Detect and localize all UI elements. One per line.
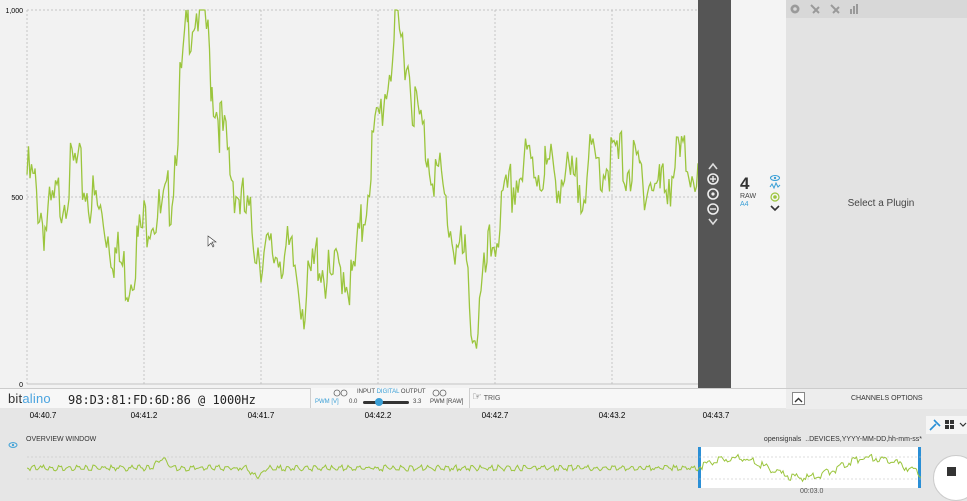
channel-panel: 4 RAW A4 — [731, 0, 786, 388]
signal-series-line — [26, 9, 699, 349]
chevron-down-icon[interactable] — [708, 218, 718, 226]
collapse-up-icon[interactable] — [792, 392, 805, 405]
plugin-toolbar — [786, 0, 967, 18]
trigger-button[interactable]: ☞ TRIG — [472, 390, 500, 403]
grid-icon[interactable] — [945, 420, 954, 429]
select-plugin-placeholder: Select a Plugin — [847, 198, 915, 209]
y-tick-labels: 1,000 500 0 — [5, 8, 23, 389]
overview-signal-chart[interactable] — [27, 446, 922, 490]
stop-button[interactable] — [933, 455, 967, 501]
gear-icon[interactable] — [790, 4, 800, 14]
overview-series-line — [27, 453, 922, 483]
x-tick-label: 04:42.7 — [482, 411, 509, 420]
chart-grid — [26, 9, 698, 385]
plugin-panel: Select a Plugin — [786, 0, 967, 388]
mouse-cursor-icon — [207, 235, 217, 248]
channels-options-bar: CHANNELS OPTIONS — [786, 388, 967, 409]
pwm-raw-label: PWM [RAW] — [430, 399, 464, 405]
x-tick-label: 04:40.7 — [30, 411, 57, 420]
chevron-up-icon[interactable] — [708, 162, 718, 170]
main-plot[interactable]: 1,000 500 0 — [0, 0, 699, 390]
slider-min-label: 0.0 — [349, 399, 358, 405]
target-icon[interactable] — [770, 192, 780, 202]
plugin-icon[interactable] — [810, 4, 820, 14]
trigger-label: TRIG — [483, 395, 501, 402]
eye-icon[interactable] — [769, 174, 781, 182]
x-tick-label: 04:43.7 — [703, 411, 730, 420]
channel-number: 4 — [740, 174, 750, 193]
overview-source: opensignals ..DEVICES,YYYY-MM-DD,hh-mm-s… — [763, 436, 922, 443]
chevron-down-icon[interactable] — [770, 205, 780, 212]
waveform-icon[interactable] — [769, 181, 781, 190]
y-tick-label: 1,000 — [5, 8, 23, 15]
pwm-slider-knob[interactable] — [375, 398, 384, 406]
plugin-off-icon[interactable] — [830, 4, 840, 14]
output-toggle-icon[interactable] — [432, 389, 447, 397]
y-tick-label: 500 — [11, 195, 23, 202]
overview-title: OVERVIEW WINDOW — [26, 436, 97, 443]
x-tick-label: 04:42.2 — [365, 411, 392, 420]
channels-options-label[interactable]: CHANNELS OPTIONS — [851, 395, 923, 402]
hand-pointer-icon: ☞ — [472, 391, 482, 403]
input-toggle-icon[interactable] — [333, 389, 348, 397]
channel-name: A4 — [740, 201, 749, 208]
zoom-control-strip — [698, 0, 731, 388]
pin-icon[interactable] — [929, 419, 941, 431]
chart-icon[interactable] — [850, 4, 858, 14]
channel-mode: RAW — [740, 193, 757, 200]
stop-icon — [947, 467, 956, 476]
eye-icon[interactable] — [8, 436, 18, 454]
y-tick-label: 0 — [19, 382, 23, 389]
time-axis: 04:40.7 04:41.2 04:41.7 04:42.2 04:42.7 04:43… — [0, 408, 786, 420]
x-tick-label: 04:43.2 — [599, 411, 626, 420]
zoom-in-icon[interactable] — [707, 188, 719, 200]
digital-io-panel: INPUT DIGITAL OUTPUT PWM [V] 0.0 3.3 PWM… — [310, 388, 470, 409]
pwm-slider-track[interactable] — [363, 398, 409, 406]
zoom-fit-icon[interactable] — [707, 173, 719, 185]
signal-chart[interactable]: 1,000 500 0 — [0, 0, 699, 390]
x-tick-label: 04:41.7 — [248, 411, 275, 420]
pwm-volt-label: PWM [V] — [315, 399, 339, 405]
device-address: 98:D3:81:FD:6D:86 @ 1000Hz — [68, 393, 256, 407]
overview-time-label: 00:03.0 — [800, 488, 824, 495]
view-toggle — [926, 416, 967, 434]
io-title: INPUT DIGITAL OUTPUT — [357, 389, 426, 395]
zoom-out-icon[interactable] — [707, 203, 719, 215]
overview-selection-window[interactable] — [698, 447, 921, 488]
chevron-down-icon[interactable] — [959, 422, 967, 427]
bitalino-logo: bitalino — [8, 391, 51, 406]
slider-max-label: 3.3 — [413, 399, 422, 405]
x-tick-label: 04:41.2 — [131, 411, 158, 420]
